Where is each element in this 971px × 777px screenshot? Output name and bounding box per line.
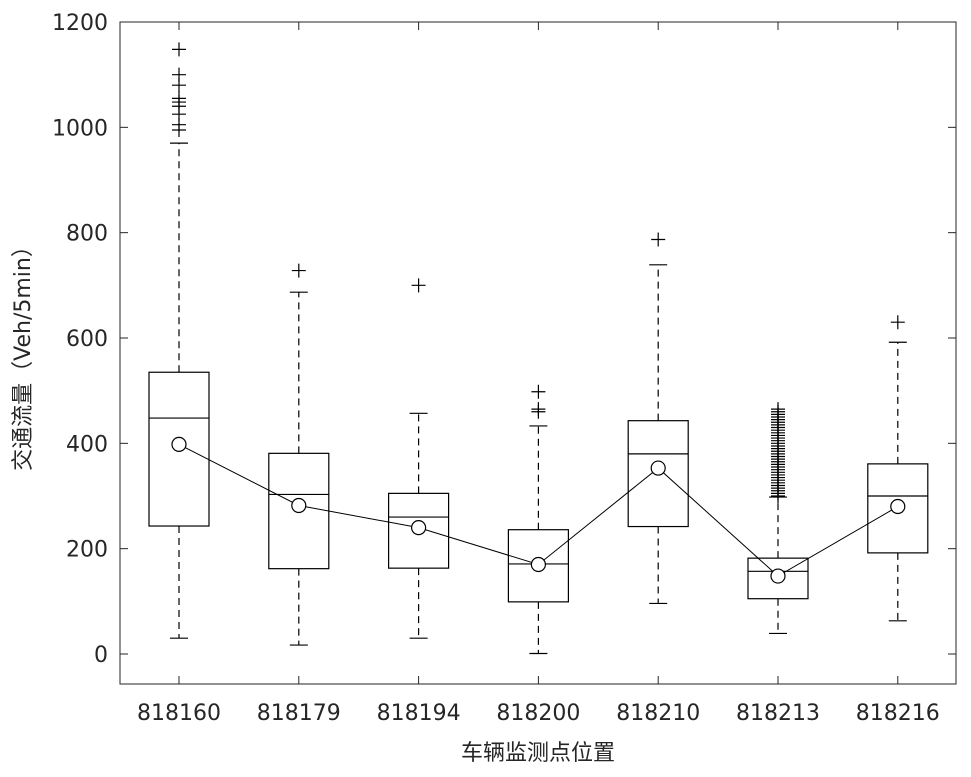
x-tick-label: 818200 [496, 701, 580, 726]
outlier-marker [291, 263, 306, 278]
iqr-box [747, 557, 809, 600]
y-tick-label: 600 [66, 327, 108, 352]
y-tick-label: 800 [66, 222, 108, 247]
mean-marker [291, 497, 307, 514]
y-tick-label: 1200 [52, 11, 108, 36]
iqr-box [627, 420, 689, 528]
x-axis-title: 车辆监测点位置 [461, 741, 615, 766]
mean-marker [890, 498, 906, 515]
x-tick-label: 818160 [137, 701, 221, 726]
iqr-box [867, 463, 929, 554]
mean-marker [171, 436, 187, 452]
mean-marker [770, 568, 786, 584]
box-plot-marks [148, 42, 929, 655]
outlier-marker [172, 91, 186, 106]
y-axis: 0 200 400 600 800 1000 1200 [52, 11, 956, 668]
y-tick-label: 200 [66, 538, 108, 563]
y-tick-label: 1000 [52, 116, 108, 141]
mean-marker [530, 556, 547, 573]
y-tick-label: 400 [66, 432, 108, 457]
outlier-marker [531, 384, 546, 399]
iqr-box [507, 529, 569, 603]
plot-area-frame [119, 21, 957, 685]
outlier-marker [651, 232, 666, 247]
x-tick-label: 818210 [616, 701, 700, 726]
x-tick-label: 818216 [856, 701, 940, 726]
outlier-marker [890, 315, 905, 330]
iqr-box [148, 371, 210, 527]
outlier-marker [172, 42, 186, 57]
y-axis-title: 交通流量（Veh/5min） [11, 235, 36, 471]
x-axis: 818160 818179 818194 818200 818210 818213 8182… [137, 22, 940, 726]
x-tick-label: 818213 [736, 701, 820, 726]
y-tick-label: 0 [94, 643, 108, 668]
x-tick-label: 818194 [377, 701, 461, 726]
outlier-marker [411, 278, 426, 293]
mean-marker [650, 460, 666, 476]
outlier-marker [172, 67, 186, 82]
iqr-box [388, 492, 450, 569]
mean-marker [411, 519, 427, 536]
outlier-marker [531, 402, 546, 417]
outlier-marker [771, 402, 785, 417]
x-tick-label: 818179 [257, 701, 341, 726]
